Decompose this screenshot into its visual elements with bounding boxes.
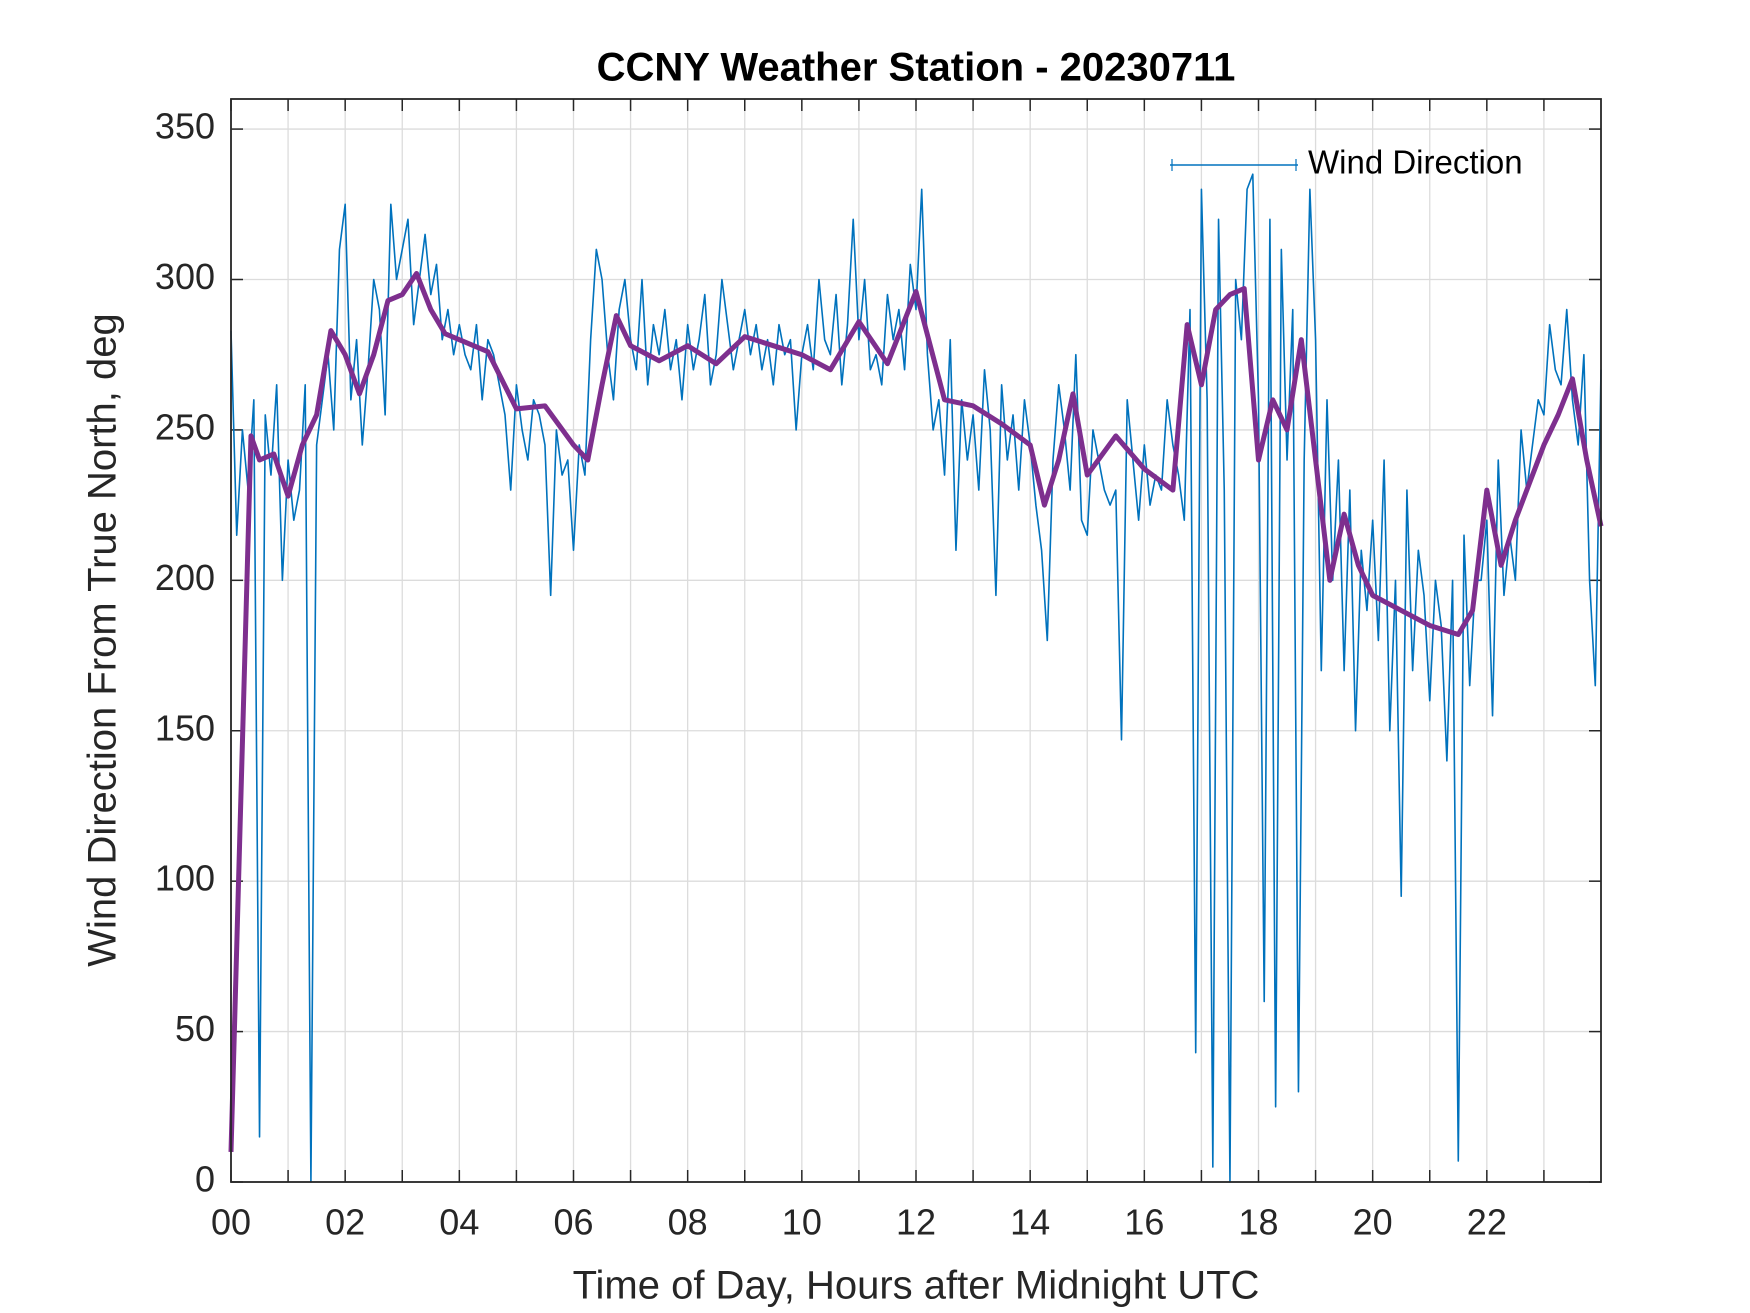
- chart-title: CCNY Weather Station - 20230711: [597, 46, 1236, 90]
- x-tick-label: 20: [1353, 1202, 1393, 1243]
- y-tick-label: 50: [175, 1008, 215, 1049]
- x-tick-label: 08: [668, 1202, 708, 1243]
- x-tick-label: 12: [896, 1202, 936, 1243]
- y-tick-label: 150: [155, 707, 215, 748]
- y-tick-label: 100: [155, 858, 215, 899]
- y-tick-label: 350: [155, 106, 215, 147]
- x-tick-label: 02: [325, 1202, 365, 1243]
- data-line: [230, 173, 1602, 1183]
- x-tick-label: 00: [211, 1202, 251, 1243]
- axes-frame: [230, 98, 1602, 1183]
- x-tick-label: 18: [1238, 1202, 1278, 1243]
- x-tick-label: 10: [782, 1202, 822, 1243]
- x-tick-label: 04: [439, 1202, 479, 1243]
- y-tick-label: 200: [155, 557, 215, 598]
- y-axis-label: Wind Direction From True North, deg: [81, 313, 125, 967]
- x-tick-label: 22: [1467, 1202, 1507, 1243]
- x-tick-label: 16: [1124, 1202, 1164, 1243]
- plot-area: 0 50 100 150 200 250 300 350 00 02 04 06 08 10 12 14 16 1…: [155, 98, 1604, 1243]
- y-tick-label: 250: [155, 406, 215, 447]
- y-tick-label: 0: [195, 1159, 215, 1200]
- x-tick-label: 14: [1010, 1202, 1050, 1243]
- x-axis-label: Time of Day, Hours after Midnight UTC: [573, 1264, 1260, 1308]
- y-tick-label: 300: [155, 256, 215, 297]
- x-tick-label: 06: [553, 1202, 593, 1243]
- data-line: [228, 270, 1604, 1152]
- legend-label: Wind Direction: [1308, 144, 1523, 181]
